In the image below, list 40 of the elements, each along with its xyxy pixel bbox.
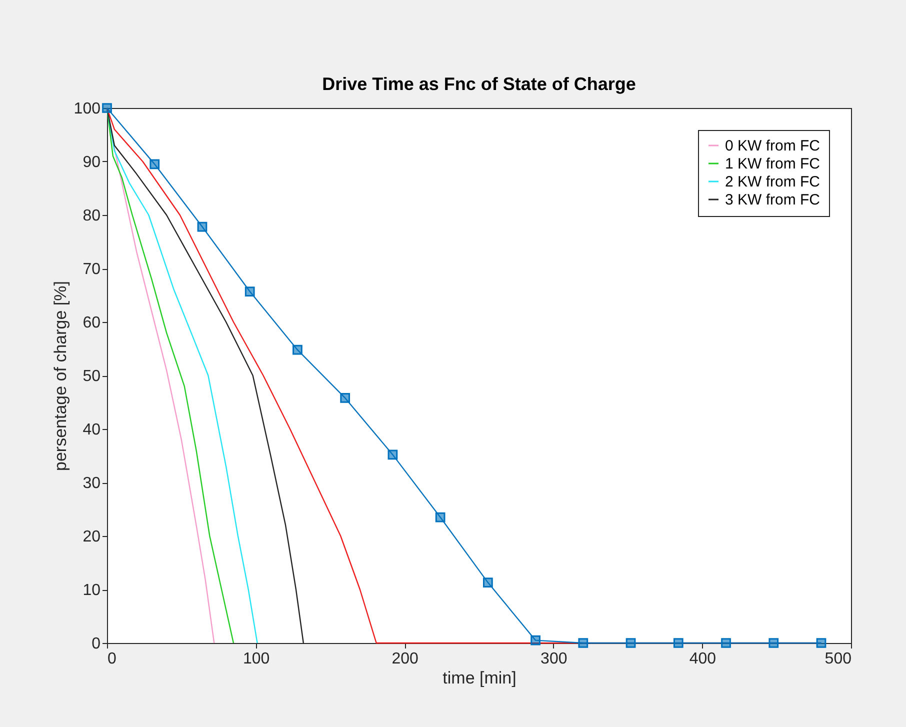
y-tick-label: 70 <box>82 261 101 278</box>
x-tick-label: 0 <box>108 650 116 668</box>
legend-label: 0 KW from FC <box>725 138 820 154</box>
point <box>150 159 160 170</box>
point <box>292 344 302 355</box>
x-tick-label: 300 <box>540 650 568 668</box>
point <box>530 635 540 646</box>
point <box>816 638 826 648</box>
point <box>768 638 779 648</box>
y-tick-label: 60 <box>82 314 101 332</box>
point <box>197 222 208 232</box>
y-tick-label: 80 <box>82 208 101 224</box>
point <box>578 638 588 648</box>
point <box>340 393 350 403</box>
y-tick-label: 50 <box>82 368 101 385</box>
y-tick-label: 40 <box>82 422 101 438</box>
x-tick-label: 500 <box>824 650 852 668</box>
y-tick-label: 30 <box>82 475 101 492</box>
x-tick-label: 100 <box>242 650 270 668</box>
point <box>388 450 398 460</box>
point <box>673 638 684 648</box>
legend-label: 3 KW from FC <box>725 192 820 208</box>
legend-label: 2 KW from FC <box>725 174 820 190</box>
point <box>435 512 446 522</box>
x-tick-label: 400 <box>689 650 716 668</box>
y-axis-title: persentage of charge [%] <box>50 281 70 471</box>
y-tick-label: 100 <box>74 100 101 118</box>
x-tick-label: 200 <box>392 650 419 668</box>
point <box>482 578 493 588</box>
chart-title: Drive Time as Fnc of State of Charge <box>322 74 636 94</box>
y-tick-label: 20 <box>82 528 101 546</box>
y-tick-label: 0 <box>92 636 101 652</box>
point <box>721 638 731 648</box>
point <box>626 638 636 648</box>
x-axis-title: time [min] <box>442 668 516 688</box>
y-tick-label: 10 <box>82 582 101 599</box>
legend-label: 1 KW from FC <box>725 156 820 172</box>
point <box>244 286 255 296</box>
point <box>102 103 112 113</box>
y-tick-label: 90 <box>82 154 101 171</box>
